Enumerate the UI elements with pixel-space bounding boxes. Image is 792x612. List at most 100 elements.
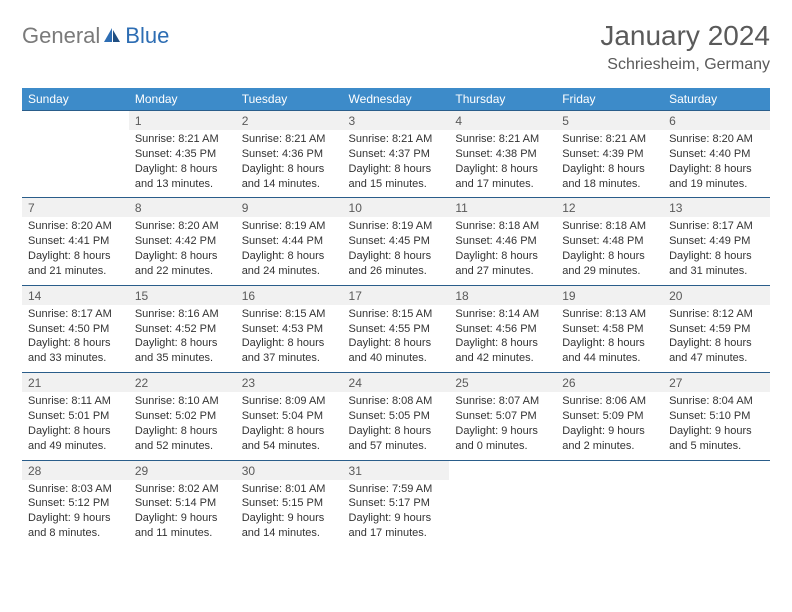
daylight-text: Daylight: 8 hours and 29 minutes. (562, 249, 657, 279)
day-cell: Sunrise: 8:19 AMSunset: 4:45 PMDaylight:… (343, 217, 450, 285)
day-number: 30 (236, 460, 343, 480)
sunset-text: Sunset: 5:15 PM (242, 496, 337, 511)
day-cell: Sunrise: 8:15 AMSunset: 4:55 PMDaylight:… (343, 305, 450, 373)
day-cell: Sunrise: 8:03 AMSunset: 5:12 PMDaylight:… (22, 480, 129, 547)
logo-sail-icon (103, 27, 121, 43)
day-cell: Sunrise: 8:16 AMSunset: 4:52 PMDaylight:… (129, 305, 236, 373)
day-number: 9 (236, 198, 343, 218)
sunrise-text: Sunrise: 8:20 AM (669, 132, 764, 147)
day-number: 26 (556, 373, 663, 393)
day-cell: Sunrise: 8:02 AMSunset: 5:14 PMDaylight:… (129, 480, 236, 547)
day-number (449, 460, 556, 480)
sunset-text: Sunset: 4:39 PM (562, 147, 657, 162)
sunset-text: Sunset: 4:35 PM (135, 147, 230, 162)
daylight-text: Daylight: 9 hours and 17 minutes. (349, 511, 444, 541)
day-number: 6 (663, 111, 770, 131)
day-cell: Sunrise: 8:18 AMSunset: 4:46 PMDaylight:… (449, 217, 556, 285)
day-cell (449, 480, 556, 547)
day-number: 25 (449, 373, 556, 393)
daylight-text: Daylight: 8 hours and 35 minutes. (135, 336, 230, 366)
day-cell: Sunrise: 8:15 AMSunset: 4:53 PMDaylight:… (236, 305, 343, 373)
day-number: 27 (663, 373, 770, 393)
day-number: 2 (236, 111, 343, 131)
daylight-text: Daylight: 8 hours and 27 minutes. (455, 249, 550, 279)
sunrise-text: Sunrise: 8:01 AM (242, 482, 337, 497)
sunset-text: Sunset: 5:04 PM (242, 409, 337, 424)
daylight-text: Daylight: 8 hours and 54 minutes. (242, 424, 337, 454)
sunset-text: Sunset: 4:37 PM (349, 147, 444, 162)
daylight-text: Daylight: 8 hours and 44 minutes. (562, 336, 657, 366)
header: General Blue January 2024 Schriesheim, G… (22, 20, 770, 74)
content-row: Sunrise: 8:17 AMSunset: 4:50 PMDaylight:… (22, 305, 770, 373)
day-cell: Sunrise: 8:21 AMSunset: 4:35 PMDaylight:… (129, 130, 236, 198)
sunrise-text: Sunrise: 8:17 AM (28, 307, 123, 322)
day-number: 29 (129, 460, 236, 480)
day-cell (663, 480, 770, 547)
dayhead-mon: Monday (129, 88, 236, 111)
sunset-text: Sunset: 4:48 PM (562, 234, 657, 249)
sunset-text: Sunset: 4:58 PM (562, 322, 657, 337)
sunset-text: Sunset: 4:44 PM (242, 234, 337, 249)
daylight-text: Daylight: 8 hours and 33 minutes. (28, 336, 123, 366)
sunrise-text: Sunrise: 8:21 AM (455, 132, 550, 147)
day-cell: Sunrise: 8:19 AMSunset: 4:44 PMDaylight:… (236, 217, 343, 285)
day-number: 23 (236, 373, 343, 393)
day-cell: Sunrise: 8:01 AMSunset: 5:15 PMDaylight:… (236, 480, 343, 547)
daylight-text: Daylight: 9 hours and 2 minutes. (562, 424, 657, 454)
dayhead-sun: Sunday (22, 88, 129, 111)
day-cell (22, 130, 129, 198)
daylight-text: Daylight: 9 hours and 5 minutes. (669, 424, 764, 454)
sunset-text: Sunset: 4:45 PM (349, 234, 444, 249)
sunrise-text: Sunrise: 8:19 AM (242, 219, 337, 234)
daylight-text: Daylight: 8 hours and 52 minutes. (135, 424, 230, 454)
daylight-text: Daylight: 8 hours and 57 minutes. (349, 424, 444, 454)
sunrise-text: Sunrise: 8:17 AM (669, 219, 764, 234)
sunset-text: Sunset: 4:52 PM (135, 322, 230, 337)
daylight-text: Daylight: 8 hours and 14 minutes. (242, 162, 337, 192)
sunset-text: Sunset: 5:02 PM (135, 409, 230, 424)
sunrise-text: Sunrise: 8:19 AM (349, 219, 444, 234)
day-cell: Sunrise: 8:21 AMSunset: 4:38 PMDaylight:… (449, 130, 556, 198)
day-number: 10 (343, 198, 450, 218)
daylight-text: Daylight: 8 hours and 47 minutes. (669, 336, 764, 366)
sunset-text: Sunset: 5:05 PM (349, 409, 444, 424)
day-number: 1 (129, 111, 236, 131)
daylight-text: Daylight: 8 hours and 22 minutes. (135, 249, 230, 279)
sunset-text: Sunset: 4:42 PM (135, 234, 230, 249)
daylight-text: Daylight: 8 hours and 18 minutes. (562, 162, 657, 192)
day-number: 28 (22, 460, 129, 480)
daylight-text: Daylight: 8 hours and 19 minutes. (669, 162, 764, 192)
day-cell: Sunrise: 8:04 AMSunset: 5:10 PMDaylight:… (663, 392, 770, 460)
day-number: 14 (22, 285, 129, 305)
sunset-text: Sunset: 4:50 PM (28, 322, 123, 337)
logo-text-general: General (22, 23, 100, 49)
sunrise-text: Sunrise: 8:08 AM (349, 394, 444, 409)
daylight-text: Daylight: 8 hours and 37 minutes. (242, 336, 337, 366)
sunset-text: Sunset: 5:12 PM (28, 496, 123, 511)
sunrise-text: Sunrise: 8:09 AM (242, 394, 337, 409)
day-cell: Sunrise: 8:11 AMSunset: 5:01 PMDaylight:… (22, 392, 129, 460)
daylight-text: Daylight: 8 hours and 17 minutes. (455, 162, 550, 192)
sunrise-text: Sunrise: 8:21 AM (349, 132, 444, 147)
daylight-text: Daylight: 9 hours and 0 minutes. (455, 424, 550, 454)
sunrise-text: Sunrise: 8:14 AM (455, 307, 550, 322)
day-cell: Sunrise: 8:07 AMSunset: 5:07 PMDaylight:… (449, 392, 556, 460)
sunset-text: Sunset: 4:38 PM (455, 147, 550, 162)
day-number: 16 (236, 285, 343, 305)
day-header-row: Sunday Monday Tuesday Wednesday Thursday… (22, 88, 770, 111)
sunrise-text: Sunrise: 8:18 AM (562, 219, 657, 234)
day-number: 11 (449, 198, 556, 218)
day-cell: Sunrise: 8:14 AMSunset: 4:56 PMDaylight:… (449, 305, 556, 373)
day-cell: Sunrise: 8:20 AMSunset: 4:40 PMDaylight:… (663, 130, 770, 198)
sunrise-text: Sunrise: 7:59 AM (349, 482, 444, 497)
sunset-text: Sunset: 5:10 PM (669, 409, 764, 424)
sunrise-text: Sunrise: 8:16 AM (135, 307, 230, 322)
day-number (22, 111, 129, 131)
day-number (663, 460, 770, 480)
daylight-text: Daylight: 8 hours and 24 minutes. (242, 249, 337, 279)
calendar-body: 123456Sunrise: 8:21 AMSunset: 4:35 PMDay… (22, 111, 770, 547)
sunrise-text: Sunrise: 8:13 AM (562, 307, 657, 322)
sunset-text: Sunset: 4:36 PM (242, 147, 337, 162)
day-number: 21 (22, 373, 129, 393)
sunrise-text: Sunrise: 8:02 AM (135, 482, 230, 497)
